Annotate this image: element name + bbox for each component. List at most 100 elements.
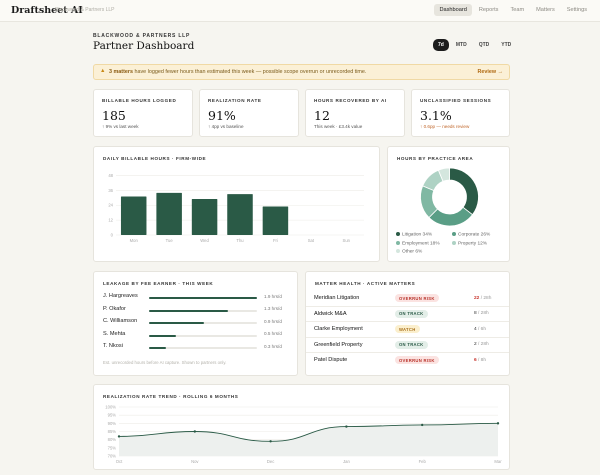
leakage-value: 0.9 hrs/d: [264, 318, 282, 324]
kpi-label: REALIZATION RATE: [208, 98, 262, 103]
y-tick-label: 48: [108, 173, 113, 178]
x-tick-label: Nov: [191, 459, 199, 464]
legend-swatch: [396, 249, 400, 253]
leakage-bar: [149, 347, 167, 349]
status-badge: WATCH: [395, 325, 420, 334]
hours-budget: / 6h: [478, 326, 487, 332]
y-tick-label: 95%: [108, 413, 117, 418]
hours-used: 6: [474, 357, 477, 363]
review-link[interactable]: Review →: [477, 69, 503, 75]
section-title: DAILY BILLABLE HOURS · FIRM-WIDE: [103, 156, 207, 161]
hours-used: 8: [474, 311, 477, 316]
leakage-bar: [149, 334, 176, 337]
y-tick-label: 90%: [108, 421, 117, 426]
kpi-card-hours-recovered: HOURS RECOVERED BY AI 12 This week · £3.…: [305, 89, 405, 137]
range-7d[interactable]: 7d: [433, 39, 449, 51]
range-qtd[interactable]: QTD: [478, 42, 490, 48]
bar: [191, 199, 218, 235]
trend-point: [269, 440, 272, 443]
y-tick-label: 12: [108, 218, 113, 223]
fee-earner-row: P. Okafor 1.3 hrs/d: [94, 305, 302, 315]
bar: [156, 192, 182, 235]
y-tick-label: 85%: [108, 429, 117, 434]
section-title: MATTER HEALTH · ACTIVE MATTERS: [315, 281, 416, 286]
status-badge: OVERRUN RISK: [395, 356, 439, 365]
matter-hours: 8 / 28h: [474, 311, 489, 316]
trend-point: [193, 430, 196, 433]
hours-budget: / 28h: [478, 342, 489, 347]
matter-row[interactable]: Greenfield Property ON TRACK 2 / 28h: [306, 338, 509, 353]
fee-earner-name: J. Hargreaves: [103, 293, 138, 299]
leakage-value: 0.3 hrs/d: [264, 343, 282, 349]
bar: [120, 196, 147, 235]
leakage-value: 1.9 hrs/d: [264, 293, 282, 299]
matter-row[interactable]: Aldwick M&A ON TRACK 8 / 28h: [306, 307, 509, 322]
firm-name: Blackwood & Partners LLP: [55, 7, 115, 13]
hours-used: 22: [474, 295, 480, 301]
nav-team[interactable]: Team: [510, 7, 525, 13]
matter-name: Meridian Litigation: [314, 295, 360, 301]
legend-label: Property 12%: [458, 241, 488, 246]
y-tick-label: 0: [111, 233, 114, 238]
donut-slice: [437, 167, 450, 182]
matter-row[interactable]: Meridian Litigation OVERRUN RISK 22 / 28…: [306, 291, 509, 307]
x-tick-label: Feb: [419, 459, 427, 464]
legend-label: Corporate 26%: [458, 232, 491, 238]
fee-earner-row: S. Mehta 0.5 hrs/d: [94, 330, 302, 340]
leakage-bar: [149, 309, 228, 312]
fee-earner-name: T. Nkosi: [103, 343, 123, 349]
top-bar: Draftsheet AI Blackwood & Partners LLP D…: [0, 0, 600, 22]
alert-message: 3 matters have logged fewer hours than e…: [109, 69, 366, 75]
range-ytd[interactable]: YTD: [501, 42, 512, 48]
matter-name: Clarke Employment: [314, 326, 363, 332]
nav-matters[interactable]: Matters: [536, 7, 555, 13]
matter-health-card: MATTER HEALTH · ACTIVE MATTERS Meridian …: [305, 271, 510, 376]
status-badge: OVERRUN RISK: [395, 294, 439, 303]
bar: [227, 194, 253, 235]
y-tick-label: 36: [108, 188, 113, 193]
leakage-value: 1.3 hrs/d: [264, 306, 282, 311]
leakage-bar-track: [149, 347, 257, 349]
kpi-label: UNCLASSIFIED SESSIONS: [420, 98, 492, 103]
section-title: LEAKAGE BY FEE EARNER · THIS WEEK: [103, 281, 214, 286]
legend-swatch: [396, 232, 400, 236]
matter-hours: 22 / 28h: [474, 296, 491, 301]
matter-row[interactable]: Patel Dispute OVERRUN RISK 6 / 8h: [306, 353, 509, 369]
matter-name: Greenfield Property: [314, 341, 363, 348]
kpi-sub: This week · £3.4k value: [314, 124, 363, 129]
legend-swatch: [452, 232, 456, 236]
x-tick-label: Jan: [343, 459, 350, 464]
nav-settings[interactable]: Settings: [566, 7, 587, 13]
practice-area-card: HOURS BY PRACTICE AREA Litigation 34% Co…: [387, 146, 510, 262]
section-title: REALIZATION RATE TREND · ROLLING 6 MONTH…: [103, 394, 239, 399]
fee-earner-name: P. Okafor: [103, 305, 126, 312]
x-tick-label: Sun: [343, 238, 351, 243]
kpi-value: 3.1%: [420, 108, 452, 123]
legend-corporate: Corporate 26%: [452, 232, 490, 238]
kpi-sub: ↑ 4pp vs baseline: [208, 124, 244, 129]
legend-swatch: [396, 240, 400, 245]
realization-trend-card: REALIZATION RATE TREND · ROLLING 6 MONTH…: [93, 384, 510, 470]
y-tick-label: 70%: [108, 454, 117, 459]
matter-row[interactable]: Clarke Employment WATCH 4 / 6h: [306, 322, 509, 338]
x-tick-label: Fri: [273, 238, 278, 243]
fee-earner-row: J. Hargreaves 1.9 hrs/d: [94, 292, 302, 302]
leakage-value: 0.5 hrs/d: [264, 331, 282, 336]
x-tick-label: Wed: [200, 238, 209, 243]
kpi-sub: ↑ 0.6pp — needs review: [420, 124, 470, 129]
y-tick-label: 100%: [105, 405, 116, 410]
warning-icon: ▲: [100, 68, 106, 74]
hours-budget: / 28h: [478, 311, 489, 316]
legend-employment: Employment 18%: [396, 240, 440, 246]
app-logo[interactable]: Draftsheet AI: [11, 5, 83, 16]
fee-earner-name: C. Williamson: [103, 318, 138, 324]
legend-other: Other 6%: [396, 249, 422, 255]
kpi-value: 12: [314, 108, 330, 123]
kpi-label: HOURS RECOVERED BY AI: [314, 98, 387, 103]
x-tick-label: Dec: [267, 459, 274, 464]
y-tick-label: 80%: [108, 437, 117, 442]
nav-reports[interactable]: Reports: [478, 7, 499, 13]
nav-dashboard[interactable]: Dashboard: [434, 4, 472, 16]
range-mtd[interactable]: MTD: [455, 42, 467, 48]
leakage-bar-track: [149, 309, 257, 312]
